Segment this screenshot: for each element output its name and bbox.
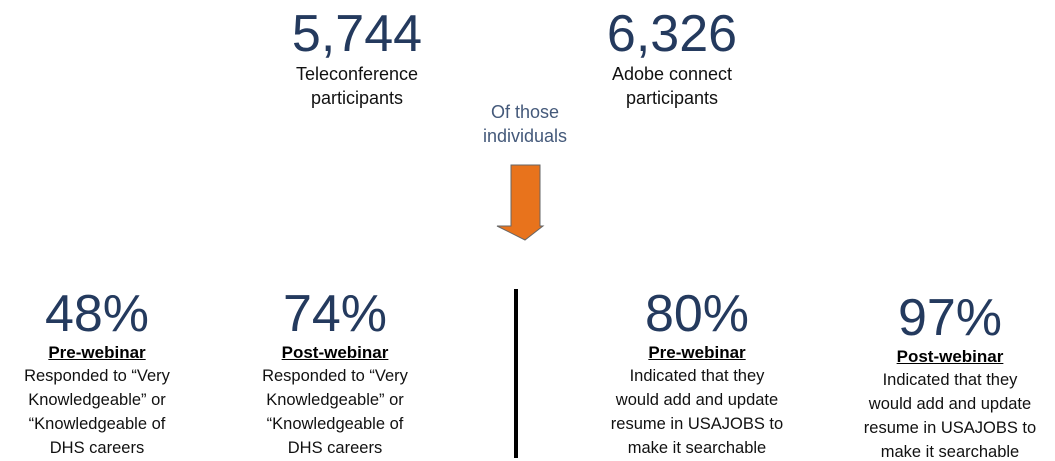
stat-heading: Post-webinar	[896, 347, 1004, 366]
stat-description: DHS careers	[49, 439, 145, 457]
down-arrow	[496, 164, 545, 241]
stat-description: DHS careers	[287, 439, 383, 457]
stat-number: 97%	[897, 289, 1003, 347]
stat-number: 48%	[44, 285, 150, 343]
stat-description: resume in USAJOBS to	[863, 419, 1037, 437]
stat-heading: Pre-webinar	[648, 343, 746, 362]
stat-description: Indicated that they	[882, 371, 1018, 389]
stat-description: “Knowledgeable of	[266, 415, 404, 433]
top-stat: 6,326 Adobe connect participants	[607, 6, 737, 110]
stat-description: make it searchable	[880, 443, 1020, 461]
stat-number: 6,326	[606, 5, 738, 63]
stat-label: Adobe connect	[611, 64, 733, 84]
stat-description: would add and update	[615, 391, 779, 409]
stat-description: make it searchable	[627, 439, 767, 457]
stat-number: 80%	[644, 285, 750, 343]
stat-heading: Post-webinar	[281, 343, 389, 362]
stat-label: participants	[625, 88, 719, 108]
connector-text: individuals	[482, 126, 568, 146]
stat-label: Teleconference	[295, 64, 419, 84]
stat-number: 74%	[282, 285, 388, 343]
stat-description: Indicated that they	[629, 367, 765, 385]
stat-description: resume in USAJOBS to	[610, 415, 784, 433]
stat: 48% Pre-webinar Responded to “Very Knowledg…	[24, 286, 170, 460]
stat-description: Responded to “Very	[262, 367, 408, 385]
stat-label: participants	[310, 88, 404, 108]
stat-number: 5,744	[291, 5, 423, 63]
stat: 97% Post-webinar Indicated that they would …	[864, 290, 1036, 461]
stat-description: Knowledgeable” or	[266, 391, 404, 409]
stat: 74% Post-webinar Responded to “Very Knowled…	[262, 286, 408, 460]
connector-text: Of those	[490, 102, 560, 122]
stat-description: Knowledgeable” or	[28, 391, 166, 409]
stat-description: would add and update	[868, 395, 1032, 413]
stat-description: Responded to “Very	[24, 367, 170, 385]
stat: 80% Pre-webinar Indicated that they would a…	[611, 286, 783, 460]
connector: Of those individuals	[483, 100, 567, 148]
top-stat: 5,744 Teleconference participants	[292, 6, 422, 110]
stat-description: “Knowledgeable of	[28, 415, 166, 433]
stat-heading: Pre-webinar	[48, 343, 146, 362]
